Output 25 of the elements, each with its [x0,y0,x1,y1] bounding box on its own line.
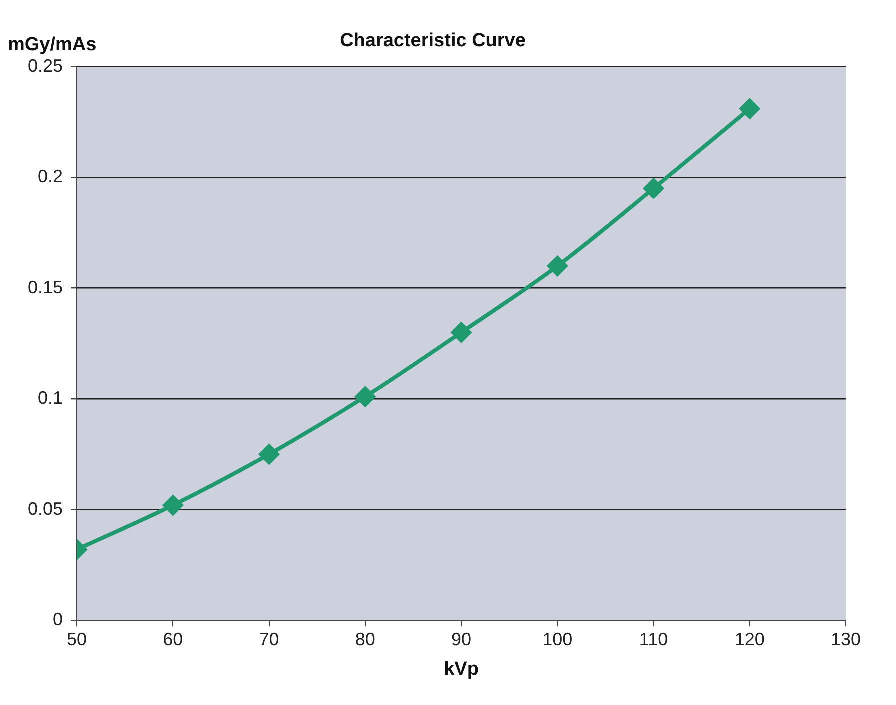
point [259,444,280,464]
point [163,495,184,516]
x-tick-label: 80 [355,629,376,650]
x-tick-label: 60 [163,629,184,650]
point [355,386,376,407]
x-tick-label: 100 [542,629,573,650]
y-tick-label: 0.05 [28,498,64,519]
y-tick-label: 0.25 [28,56,64,76]
point [740,98,760,119]
x-tick-label: 110 [639,629,668,650]
y-axis-title: mGy/mAs [8,34,97,56]
point [548,256,568,276]
y-tick-label: 0 [53,610,64,630]
y-tick-label: 0.1 [38,388,64,408]
chart-title: Characteristic Curve [340,30,526,52]
x-tick-label: 50 [67,629,88,650]
x-axis-title: kVp [444,658,479,680]
x-tick-label: 120 [734,629,765,650]
x-tick-label: 130 [830,629,862,650]
x-tick-label: 70 [259,629,280,650]
y-tick-label: 0.2 [38,166,64,187]
point [644,178,664,199]
point [452,322,472,343]
y-tick-label: 0.15 [28,277,64,298]
x-tick-label: 90 [452,629,472,650]
